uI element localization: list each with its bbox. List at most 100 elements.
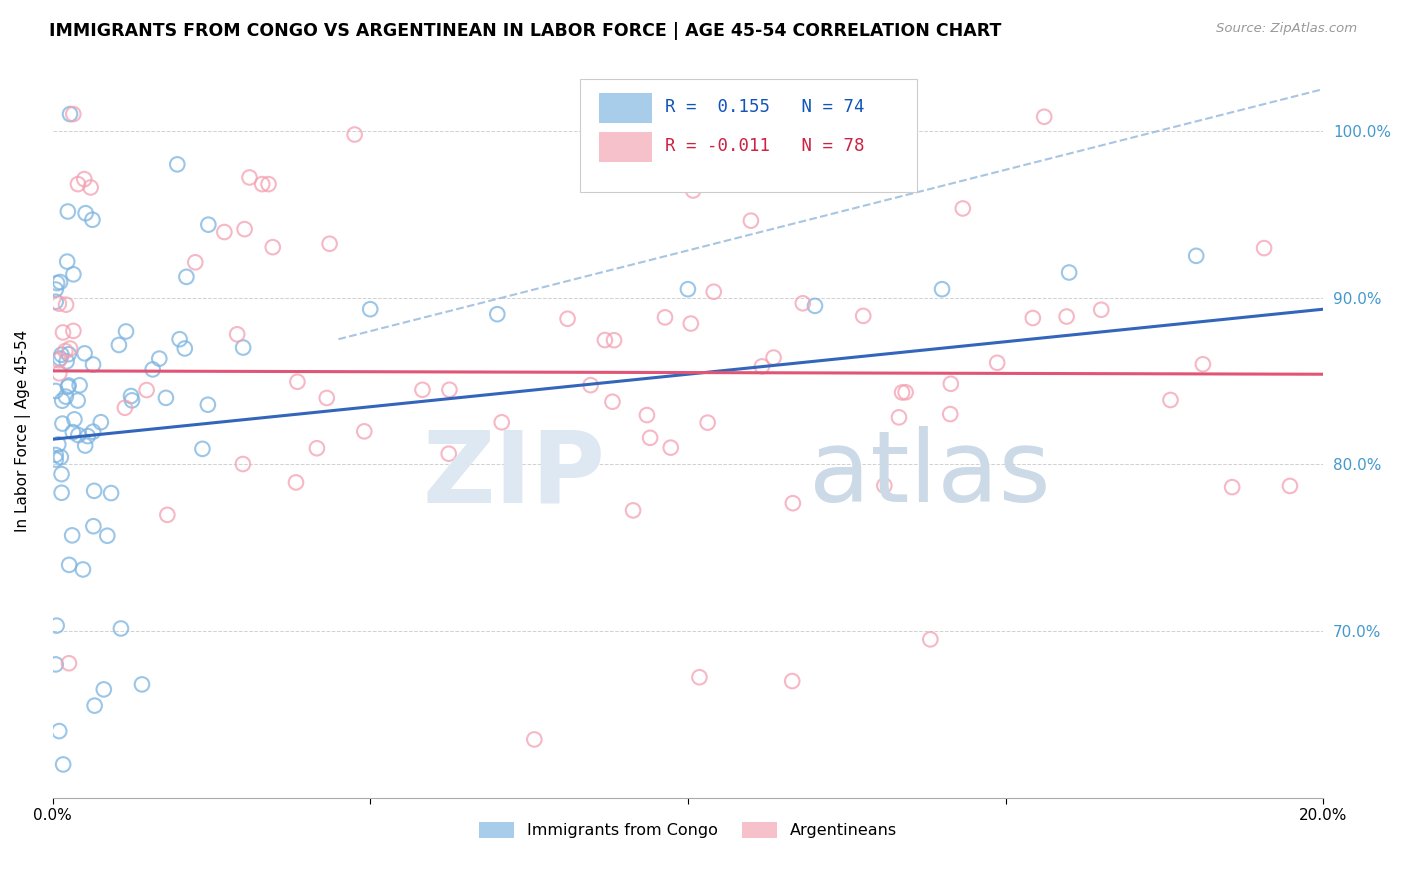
Point <box>51 417 73 431</box>
Point <box>676 282 699 296</box>
Point <box>166 157 188 171</box>
Text: Source: ZipAtlas.com: Source: ZipAtlas.com <box>1216 22 1357 36</box>
Point <box>1033 110 1056 124</box>
Point <box>939 407 962 421</box>
Point <box>156 508 179 522</box>
Point <box>66 177 89 191</box>
Point <box>121 393 143 408</box>
Point <box>1192 357 1215 371</box>
Point <box>45 657 67 672</box>
Y-axis label: In Labor Force | Age 45-54: In Labor Force | Age 45-54 <box>15 330 31 532</box>
Point <box>155 391 177 405</box>
Point <box>82 519 104 533</box>
Point <box>76 429 98 443</box>
Point <box>486 307 509 321</box>
Point <box>1278 479 1301 493</box>
Point <box>1253 241 1275 255</box>
Point <box>287 375 309 389</box>
Point <box>602 394 624 409</box>
Point <box>53 344 76 359</box>
Point <box>782 496 804 510</box>
Point <box>82 212 104 227</box>
Point <box>169 332 191 346</box>
Point <box>93 682 115 697</box>
Point <box>48 353 70 368</box>
Legend: Immigrants from Congo, Argentineans: Immigrants from Congo, Argentineans <box>472 816 903 845</box>
Point <box>59 107 82 121</box>
Point <box>285 475 308 490</box>
Point <box>51 393 73 408</box>
Point <box>75 206 97 220</box>
Point <box>780 674 803 689</box>
Point <box>214 225 236 239</box>
Point <box>491 415 513 429</box>
Point <box>1056 310 1078 324</box>
Point <box>52 326 75 340</box>
Text: ZIP: ZIP <box>422 426 606 524</box>
Point <box>262 240 284 254</box>
Point <box>986 356 1008 370</box>
Point <box>45 384 67 398</box>
Point <box>62 268 84 282</box>
Point <box>579 378 602 392</box>
Point <box>703 285 725 299</box>
Point <box>45 618 67 632</box>
Point <box>45 452 67 467</box>
Point <box>343 128 366 142</box>
Point <box>1185 249 1208 263</box>
Point <box>115 325 138 339</box>
Point <box>315 391 337 405</box>
Text: R =  0.155   N = 74: R = 0.155 N = 74 <box>665 97 865 116</box>
Point <box>73 346 96 360</box>
Point <box>56 380 79 394</box>
Point <box>108 338 131 352</box>
Point <box>659 441 682 455</box>
Point <box>359 302 381 317</box>
Point <box>920 632 942 647</box>
Point <box>191 442 214 456</box>
Point <box>75 439 97 453</box>
Point <box>792 296 814 310</box>
Point <box>939 376 962 391</box>
Point <box>58 558 80 572</box>
Point <box>49 275 72 289</box>
Point <box>740 213 762 227</box>
Point <box>45 283 67 297</box>
Point <box>852 309 875 323</box>
Point <box>69 378 91 392</box>
Point <box>557 311 579 326</box>
Point <box>197 398 219 412</box>
Point <box>711 154 734 169</box>
Point <box>135 383 157 397</box>
Text: atlas: atlas <box>808 426 1050 524</box>
Point <box>66 393 89 408</box>
Point <box>226 327 249 342</box>
Point <box>49 450 72 465</box>
Point <box>873 478 896 492</box>
Point <box>96 529 118 543</box>
Point <box>931 282 953 296</box>
Point <box>114 401 136 415</box>
Point <box>682 184 704 198</box>
Point <box>90 415 112 429</box>
Point <box>439 383 461 397</box>
Point <box>52 757 75 772</box>
Point <box>1159 392 1181 407</box>
Point <box>318 236 340 251</box>
Point <box>48 724 70 739</box>
Point <box>48 367 70 381</box>
Point <box>131 677 153 691</box>
Point <box>62 107 84 121</box>
Point <box>1220 480 1243 494</box>
Point <box>437 447 460 461</box>
Point <box>353 425 375 439</box>
Point <box>688 670 710 684</box>
Point <box>100 486 122 500</box>
Point <box>593 333 616 347</box>
Point <box>67 428 90 442</box>
Point <box>56 254 79 268</box>
Point <box>142 362 165 376</box>
Point <box>197 218 219 232</box>
Point <box>55 354 77 368</box>
Point <box>46 437 69 451</box>
